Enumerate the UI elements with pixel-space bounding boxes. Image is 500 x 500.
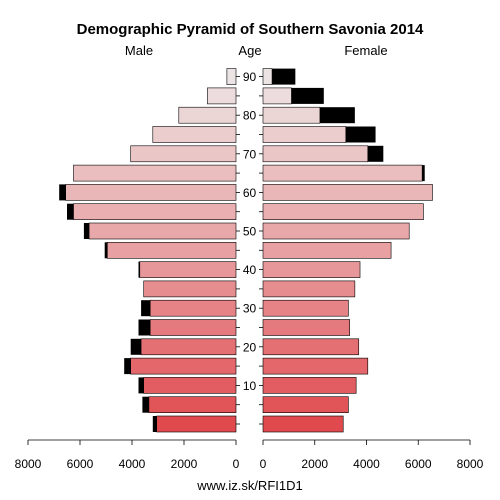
female-bar-80-84 xyxy=(262,106,321,124)
female-bar-20-24 xyxy=(262,338,360,356)
male-bar-35-39 xyxy=(143,280,237,298)
male-bar-40-44 xyxy=(139,261,237,278)
female-bar-0-4 xyxy=(262,415,344,433)
age-tick-label: 80 xyxy=(243,109,257,123)
female-excess-bar-85-89 xyxy=(291,87,324,104)
male-label: Male xyxy=(125,43,153,58)
male-x-tick-label: 0 xyxy=(233,457,240,471)
female-bar-15-19 xyxy=(262,357,369,375)
female-x-tick-label: 2000 xyxy=(301,457,328,471)
male-bar-20-24 xyxy=(140,338,237,356)
male-excess-bar-30-34 xyxy=(141,300,151,317)
male-bar-65-69 xyxy=(73,164,237,182)
male-bar-85-89 xyxy=(207,87,237,105)
female-excess-bar-90plus xyxy=(272,68,296,85)
age-label: Age xyxy=(238,43,261,58)
age-tick-label: 50 xyxy=(243,225,257,239)
age-tick-label: 10 xyxy=(243,379,257,393)
age-tick-label: 90 xyxy=(243,70,257,84)
female-excess-bar-65-69 xyxy=(422,165,425,182)
male-excess-bar-50-54 xyxy=(83,223,90,239)
male-excess-bar-55-59 xyxy=(67,203,74,220)
age-tick-label: 20 xyxy=(243,340,257,354)
female-bar-60-64 xyxy=(262,184,433,201)
male-bar-10-14 xyxy=(143,377,237,394)
male-bar-30-34 xyxy=(149,299,237,317)
female-bar-85-89 xyxy=(262,87,292,105)
chart-title: Demographic Pyramid of Southern Savonia … xyxy=(77,21,424,38)
female-bar-30-34 xyxy=(262,299,349,317)
female-x-tick-label: 6000 xyxy=(405,457,432,471)
male-excess-bar-20-24 xyxy=(130,338,142,355)
male-bar-90plus xyxy=(226,68,237,85)
female-bar-25-29 xyxy=(262,319,350,336)
male-bar-45-49 xyxy=(107,242,237,259)
male-bar-5-9 xyxy=(148,396,237,414)
female-bar-90plus xyxy=(262,68,273,85)
male-excess-bar-15-19 xyxy=(124,358,131,375)
female-bar-35-39 xyxy=(262,280,356,298)
male-bar-55-59 xyxy=(73,203,237,220)
female-bar-55-59 xyxy=(262,203,424,220)
female-bar-75-79 xyxy=(262,126,347,143)
male-x-tick-label: 8000 xyxy=(15,457,42,471)
age-tick-label: 60 xyxy=(243,186,257,200)
female-excess-bar-70-74 xyxy=(367,145,384,162)
male-bar-0-4 xyxy=(156,415,237,433)
male-bar-50-54 xyxy=(88,222,237,240)
female-bar-70-74 xyxy=(262,145,369,163)
female-bar-10-14 xyxy=(262,377,357,394)
male-x-tick-label: 4000 xyxy=(119,457,146,471)
male-x-tick-label: 6000 xyxy=(67,457,94,471)
age-tick-label: 30 xyxy=(243,302,257,316)
female-x-tick-label: 8000 xyxy=(457,457,484,471)
female-bar-45-49 xyxy=(262,242,392,259)
female-x-tick-label: 4000 xyxy=(353,457,380,471)
male-bar-75-79 xyxy=(152,126,237,143)
female-bar-5-9 xyxy=(262,396,349,414)
male-excess-bar-60-64 xyxy=(59,184,66,201)
male-excess-bar-0-4 xyxy=(152,416,157,432)
male-excess-bar-40-44 xyxy=(138,261,140,278)
male-excess-bar-5-9 xyxy=(142,396,149,413)
age-tick-label: 70 xyxy=(243,147,257,161)
female-bar-50-54 xyxy=(262,222,410,240)
female-x-tick-label: 0 xyxy=(260,457,267,471)
male-excess-bar-45-49 xyxy=(104,242,108,259)
male-bar-25-29 xyxy=(149,319,237,336)
male-bar-80-84 xyxy=(178,106,237,124)
female-bar-40-44 xyxy=(262,261,361,278)
female-excess-bar-80-84 xyxy=(319,107,355,124)
female-label: Female xyxy=(344,43,387,58)
male-excess-bar-10-14 xyxy=(138,377,144,394)
male-bar-60-64 xyxy=(65,184,237,201)
female-bar-65-69 xyxy=(262,164,423,182)
male-bar-70-74 xyxy=(130,145,237,163)
plot-area: 10 20 30 40 50 60 70 80 90 0 0 2000 2000 4000 4000 6000… xyxy=(15,68,484,471)
male-bar-15-19 xyxy=(130,357,237,375)
male-x-tick-label: 2000 xyxy=(171,457,198,471)
male-excess-bar-25-29 xyxy=(138,319,151,336)
source-label: www.iz.sk/RFI1D1 xyxy=(196,478,302,493)
age-tick-label: 40 xyxy=(243,263,257,277)
female-excess-bar-75-79 xyxy=(345,126,376,143)
